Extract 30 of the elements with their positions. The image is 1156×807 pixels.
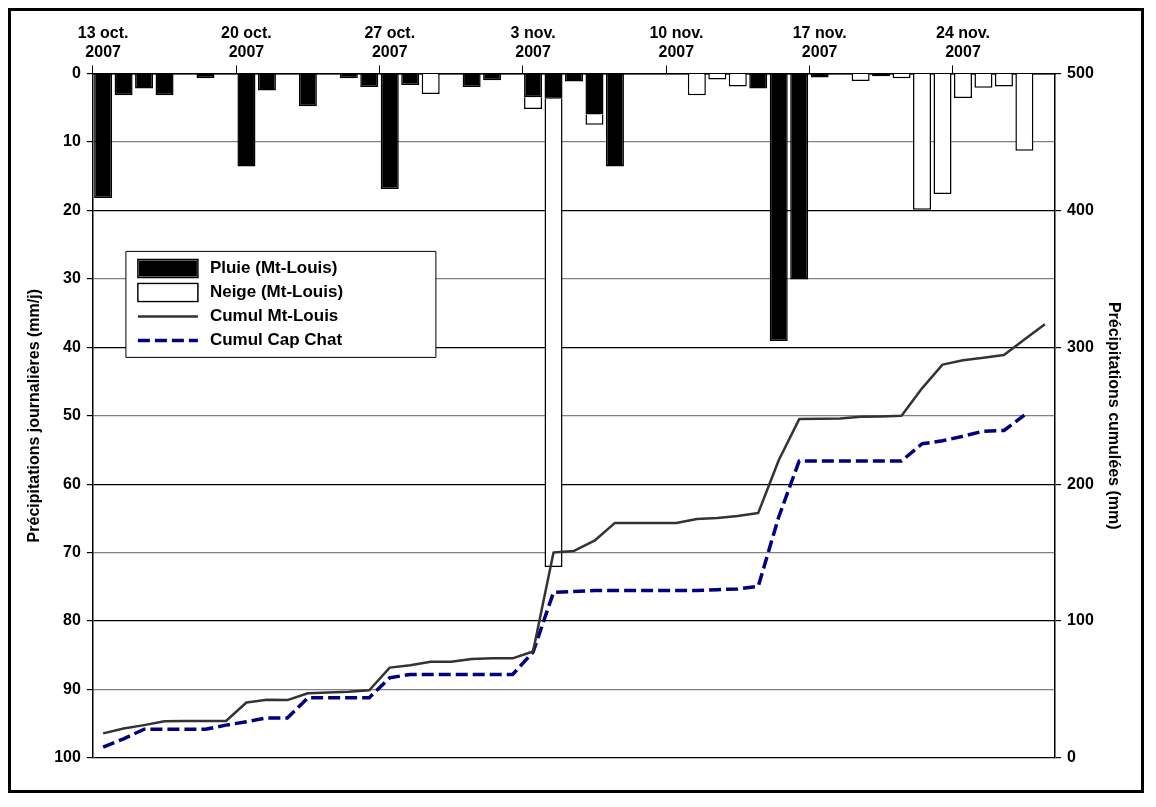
x-tick-label: 27 oct. 2007 bbox=[364, 24, 416, 61]
legend-label: Cumul Mt-Louis bbox=[209, 306, 339, 326]
y-tick-label: 100 bbox=[54, 748, 81, 766]
y2-tick-label: 500 bbox=[1067, 63, 1094, 81]
x-tick-label: 13 oct. 2007 bbox=[77, 24, 129, 61]
legend-label: Pluie (Mt-Louis) bbox=[209, 258, 338, 278]
y2-tick-label: 400 bbox=[1067, 200, 1094, 218]
x-tick-label: 10 nov. 2007 bbox=[649, 24, 704, 61]
y-tick-label: 0 bbox=[71, 63, 81, 81]
y2-tick-label: 0 bbox=[1067, 748, 1077, 766]
y-axis-title: Précipitations journalières (mm/j) bbox=[25, 289, 43, 543]
y-tick-label: 40 bbox=[63, 337, 81, 355]
y-tick-label: 90 bbox=[63, 679, 81, 697]
y-tick-label: 20 bbox=[63, 200, 81, 218]
legend-label: Neige (Mt-Louis) bbox=[209, 282, 344, 302]
y-tick-label: 50 bbox=[63, 406, 81, 424]
y2-axis-title: Précipitations cumulées (mm) bbox=[1105, 301, 1123, 530]
y-tick-label: 80 bbox=[63, 611, 81, 629]
x-tick-label: 24 nov. 2007 bbox=[936, 24, 990, 61]
x-tick-label: 17 nov. 2007 bbox=[792, 24, 847, 61]
y2-tick-label: 200 bbox=[1067, 474, 1094, 492]
y-tick-label: 30 bbox=[63, 269, 81, 287]
x-tick-label: 3 nov. 2007 bbox=[510, 24, 556, 61]
y2-tick-label: 300 bbox=[1067, 337, 1094, 355]
y-tick-label: 70 bbox=[63, 543, 81, 561]
y-tick-label: 10 bbox=[63, 132, 81, 150]
y2-tick-label: 100 bbox=[1067, 611, 1094, 629]
y-tick-label: 60 bbox=[63, 474, 81, 492]
x-tick-label: 20 oct. 2007 bbox=[221, 24, 272, 61]
legend-label: Cumul Cap Chat bbox=[209, 330, 343, 350]
